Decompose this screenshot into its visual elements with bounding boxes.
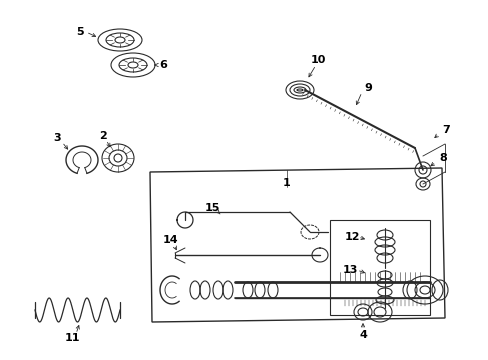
Text: 2: 2 [99,131,107,141]
Text: 14: 14 [162,235,178,245]
Text: 7: 7 [441,125,449,135]
Text: 6: 6 [159,60,166,70]
Text: 12: 12 [344,232,359,242]
Text: 9: 9 [364,83,371,93]
Text: 3: 3 [53,133,61,143]
Text: 8: 8 [438,153,446,163]
Text: 15: 15 [204,203,219,213]
Text: 5: 5 [76,27,83,37]
Text: 13: 13 [342,265,357,275]
Text: 4: 4 [358,330,366,340]
Text: 11: 11 [64,333,80,343]
Text: 1: 1 [283,178,290,188]
Text: 10: 10 [310,55,325,65]
